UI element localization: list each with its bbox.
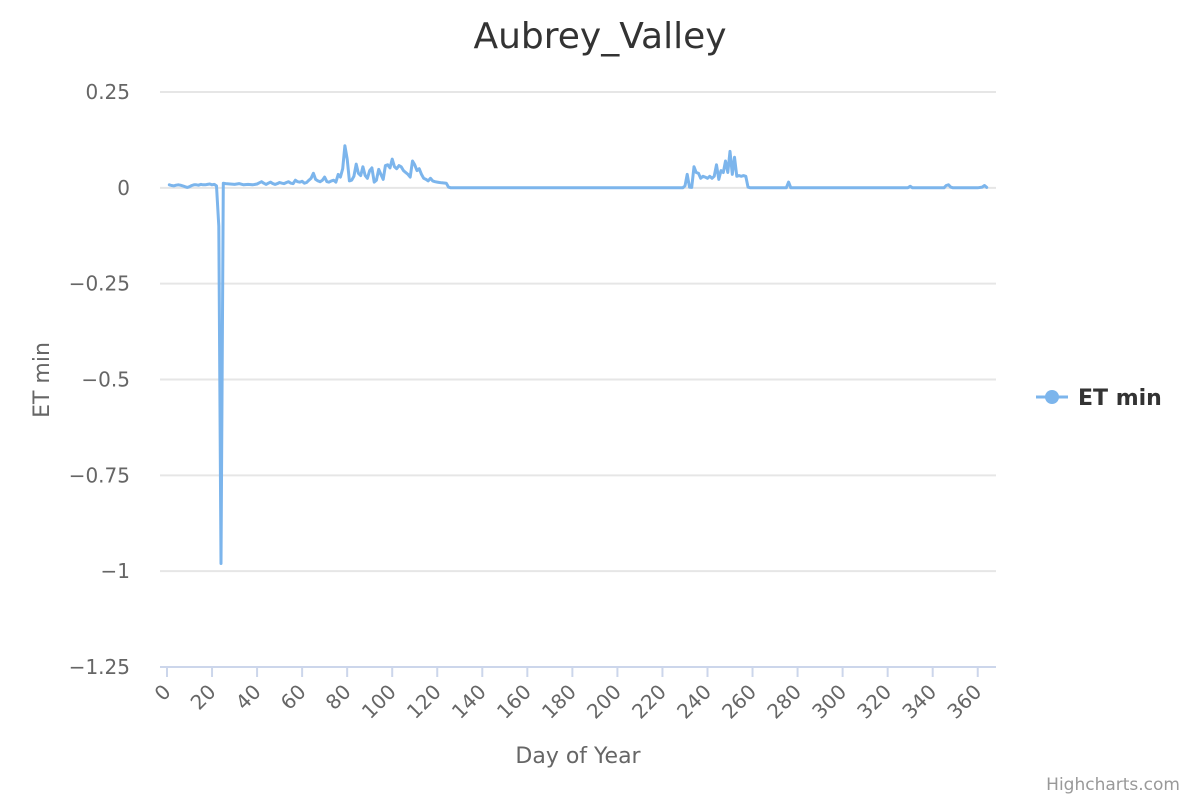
y-tick-label: −1.25 — [69, 655, 130, 679]
x-tick-label: 0 — [150, 680, 176, 706]
x-tick-label: 80 — [321, 680, 356, 715]
x-tick-label: 60 — [276, 680, 311, 715]
y-tick-label: −0.25 — [69, 272, 130, 296]
x-tick-label: 220 — [627, 680, 671, 724]
credits-link[interactable]: Highcharts.com — [1046, 775, 1180, 795]
x-tick-label: 20 — [186, 680, 221, 715]
x-tick-label: 360 — [942, 680, 986, 724]
x-axis: 0 20 40 60 80 100 120 140 160 180 200 220 240 260 280 3… — [150, 666, 996, 724]
x-tick-label: 140 — [447, 680, 491, 724]
y-tick-label: 0 — [117, 176, 130, 200]
x-tick-label: 300 — [807, 680, 851, 724]
series-line-et-min — [167, 144, 989, 565]
y-tick-label: −1 — [101, 559, 130, 583]
series-layer — [167, 144, 989, 565]
x-tick-label: 100 — [357, 680, 401, 724]
y-tick-label: 0.25 — [85, 80, 130, 104]
x-tick-label: 320 — [852, 680, 896, 724]
y-axis-title: ET min — [30, 342, 55, 418]
x-tick-label: 120 — [402, 680, 446, 724]
x-tick-label: 260 — [717, 680, 761, 724]
x-tick-label: 240 — [672, 680, 716, 724]
y-axis: 0.25 0 −0.25 −0.5 −0.75 −1 −1.25 — [69, 80, 130, 679]
x-tick-label: 200 — [582, 680, 626, 724]
x-tick-label: 280 — [762, 680, 806, 724]
y-tick-label: −0.5 — [81, 368, 130, 392]
chart-title: Aubrey_Valley — [473, 16, 726, 57]
x-axis-title: Day of Year — [515, 744, 641, 769]
x-tick-label: 340 — [897, 680, 941, 724]
x-tick-label: 160 — [492, 680, 536, 724]
x-tick-label: 40 — [231, 680, 266, 715]
legend-symbol-marker — [1045, 390, 1059, 404]
x-tick-label: 180 — [537, 680, 581, 724]
legend-item-et-min[interactable]: ET min — [1078, 386, 1162, 411]
legend[interactable]: ET min — [1036, 386, 1162, 411]
gridlines — [160, 91, 996, 573]
y-tick-label: −0.75 — [69, 463, 130, 487]
